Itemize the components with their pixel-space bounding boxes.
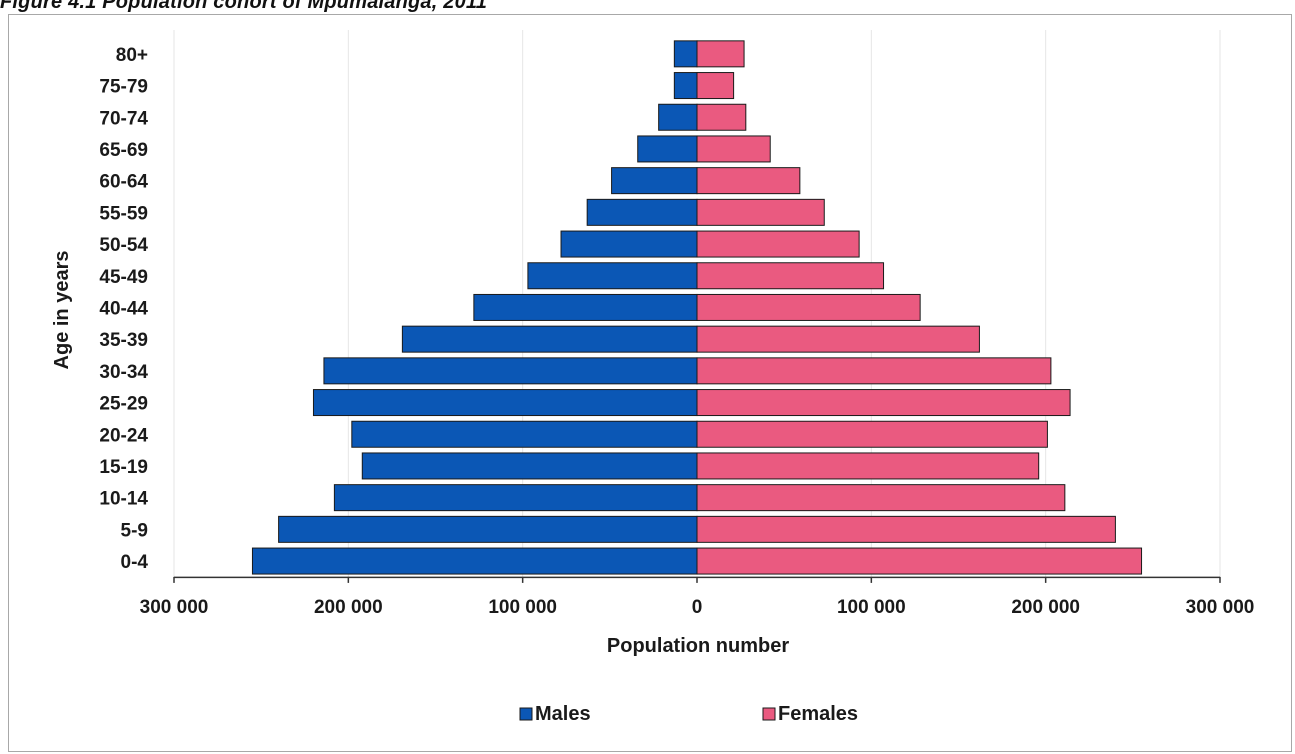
- x-tick-label-2: 100 000: [488, 597, 557, 618]
- bar-males-50-54: [560, 230, 698, 258]
- bar-females-45-49: [696, 262, 885, 290]
- bar-males-65-69: [637, 135, 698, 163]
- y-tick-label-15-19: 15-19: [99, 457, 148, 478]
- bar-females-70-74: [696, 103, 747, 131]
- x-tick-label-0: 300 000: [140, 597, 209, 618]
- legend-label-males: Males: [535, 703, 591, 725]
- bar-females-80+: [696, 40, 745, 68]
- bar-males-30-34: [323, 357, 698, 385]
- y-tick-label-20-24: 20-24: [99, 425, 148, 446]
- y-tick-label-30-34: 30-34: [99, 362, 148, 383]
- y-tick-label-75-79: 75-79: [99, 77, 148, 98]
- bar-males-25-29: [312, 389, 698, 417]
- bar-females-40-44: [696, 293, 921, 321]
- bar-males-15-19: [361, 452, 698, 480]
- y-tick-labels: 0-4 5-9 10-14 15-19 20-24 25-29 30-34 35-39 40-4…: [99, 45, 148, 573]
- bar-females-15-19: [696, 452, 1040, 480]
- bar-females-5-9: [696, 515, 1116, 543]
- y-tick-label-60-64: 60-64: [99, 172, 148, 193]
- bar-females-65-69: [696, 135, 771, 163]
- bar-females-50-54: [696, 230, 860, 258]
- y-axis-title: Age in years: [51, 251, 73, 370]
- bar-males-80+: [673, 40, 698, 68]
- y-tick-label-50-54: 50-54: [99, 235, 148, 256]
- x-tick-label-3: 0: [692, 597, 703, 618]
- figure-title: Figure 4.1 Population cohort of Mpumalan…: [0, 0, 488, 13]
- bar-females-20-24: [696, 420, 1048, 448]
- legend-swatch-females: [762, 707, 776, 721]
- x-tick-label-5: 200 000: [1011, 597, 1080, 618]
- bar-males-0-4: [251, 547, 698, 575]
- bar-females-0-4: [696, 547, 1143, 575]
- y-tick-label-35-39: 35-39: [99, 330, 148, 351]
- bar-females-30-34: [696, 357, 1052, 385]
- y-tick-label-40-44: 40-44: [99, 298, 148, 319]
- bar-males-10-14: [333, 484, 698, 512]
- bar-females-60-64: [696, 167, 801, 195]
- bar-females-55-59: [696, 198, 825, 226]
- bar-females-35-39: [696, 325, 980, 353]
- legend: Males Females: [519, 703, 858, 725]
- x-tick-labels: 300 000 200 000 100 000 0 100 000 200 000 300 …: [140, 597, 1255, 618]
- legend-label-females: Females: [778, 703, 858, 725]
- bar-males-20-24: [351, 420, 698, 448]
- y-tick-label-55-59: 55-59: [99, 203, 148, 224]
- bar-males-75-79: [673, 72, 698, 100]
- y-tick-label-5-9: 5-9: [121, 520, 148, 541]
- axes: [173, 576, 1221, 583]
- bars: [251, 40, 1143, 575]
- y-tick-label-65-69: 65-69: [99, 140, 148, 161]
- bar-males-5-9: [278, 515, 698, 543]
- bar-females-25-29: [696, 389, 1071, 417]
- y-tick-label-10-14: 10-14: [99, 489, 148, 510]
- legend-swatch-males: [519, 707, 533, 721]
- y-tick-label-45-49: 45-49: [99, 267, 148, 288]
- bar-males-35-39: [401, 325, 698, 353]
- x-tick-label-6: 300 000: [1186, 597, 1255, 618]
- bar-males-45-49: [527, 262, 698, 290]
- y-tick-label-0-4: 0-4: [121, 552, 149, 573]
- x-tick-label-1: 200 000: [314, 597, 383, 618]
- bar-males-70-74: [658, 103, 698, 131]
- y-tick-label-70-74: 70-74: [99, 108, 148, 129]
- x-tick-label-4: 100 000: [837, 597, 906, 618]
- bar-females-10-14: [696, 484, 1066, 512]
- x-axis-title: Population number: [607, 635, 789, 657]
- y-tick-label-25-29: 25-29: [99, 394, 148, 415]
- bar-males-60-64: [611, 167, 698, 195]
- bar-males-55-59: [586, 198, 698, 226]
- bar-males-40-44: [473, 293, 698, 321]
- y-tick-label-80+: 80+: [116, 45, 148, 66]
- bar-females-75-79: [696, 72, 735, 100]
